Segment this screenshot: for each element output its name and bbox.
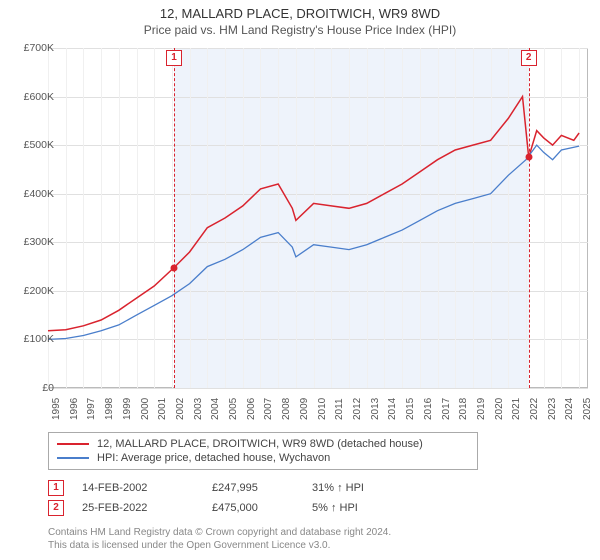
series-price_paid: [48, 97, 579, 331]
legend-item: 12, MALLARD PLACE, DROITWICH, WR9 8WD (d…: [57, 437, 469, 451]
legend-item: HPI: Average price, detached house, Wych…: [57, 451, 469, 465]
x-axis-label: 2023: [547, 398, 558, 420]
x-axis-label: 2019: [476, 398, 487, 420]
x-axis-label: 2020: [494, 398, 505, 420]
x-axis-label: 2015: [405, 398, 416, 420]
sale-vline: [529, 48, 530, 388]
legend-swatch: [57, 457, 89, 459]
y-axis-label: £300K: [24, 236, 54, 248]
legend: 12, MALLARD PLACE, DROITWICH, WR9 8WD (d…: [48, 432, 478, 470]
sale-row: 2 25-FEB-2022£475,0005% ↑ HPI: [48, 498, 588, 518]
chart-container: 12, MALLARD PLACE, DROITWICH, WR9 8WD Pr…: [0, 0, 600, 560]
sale-price: £475,000: [212, 502, 312, 514]
y-axis-label: £0: [42, 382, 54, 394]
legend-swatch: [57, 443, 89, 445]
x-axis-label: 2004: [210, 398, 221, 420]
x-axis-label: 2007: [263, 398, 274, 420]
x-axis-label: 1998: [104, 398, 115, 420]
footer-line2: This data is licensed under the Open Gov…: [48, 539, 391, 552]
sale-row: 1 14-FEB-2002£247,99531% ↑ HPI: [48, 478, 588, 498]
y-axis-label: £700K: [24, 42, 54, 54]
x-axis-label: 2017: [441, 398, 452, 420]
sale-hpi: 5% ↑ HPI: [312, 502, 412, 514]
x-axis-label: 2008: [281, 398, 292, 420]
sale-vline: [174, 48, 175, 388]
sale-date: 14-FEB-2002: [82, 482, 212, 494]
x-axis-label: 1996: [69, 398, 80, 420]
x-axis-label: 2013: [370, 398, 381, 420]
x-axis-label: 2001: [157, 398, 168, 420]
sale-price: £247,995: [212, 482, 312, 494]
sales-table: 1 14-FEB-2002£247,99531% ↑ HPI 2 25-FEB-202…: [48, 478, 588, 518]
sale-row-marker: 1: [48, 480, 64, 496]
y-axis-label: £200K: [24, 285, 54, 297]
x-axis-label: 2011: [334, 398, 345, 420]
sale-date: 25-FEB-2022: [82, 502, 212, 514]
x-axis-label: 1999: [122, 398, 133, 420]
footer-attribution: Contains HM Land Registry data © Crown c…: [48, 526, 391, 552]
sale-dot: [171, 264, 178, 271]
sale-marker-box: 1: [166, 50, 182, 66]
y-axis-label: £500K: [24, 139, 54, 151]
y-axis-label: £600K: [24, 91, 54, 103]
x-axis-label: 2021: [511, 398, 522, 420]
x-axis-label: 2025: [582, 398, 593, 420]
page-subtitle: Price paid vs. HM Land Registry's House …: [0, 21, 600, 37]
x-axis-label: 2002: [175, 398, 186, 420]
x-axis-label: 1997: [86, 398, 97, 420]
page-title: 12, MALLARD PLACE, DROITWICH, WR9 8WD: [0, 0, 600, 21]
x-axis-label: 2006: [246, 398, 257, 420]
plot-area: 12: [48, 48, 588, 388]
sale-marker-box: 2: [521, 50, 537, 66]
x-axis-label: 2016: [423, 398, 434, 420]
x-axis-label: 2005: [228, 398, 239, 420]
x-axis-label: 2014: [387, 398, 398, 420]
x-axis-label: 2022: [529, 398, 540, 420]
y-gridline: [48, 388, 588, 389]
x-axis-label: 2003: [193, 398, 204, 420]
sale-dot: [525, 154, 532, 161]
sale-row-marker: 2: [48, 500, 64, 516]
x-axis-label: 1995: [51, 398, 62, 420]
legend-label: 12, MALLARD PLACE, DROITWICH, WR9 8WD (d…: [97, 438, 423, 450]
chart-lines: [48, 48, 588, 388]
y-axis-label: £400K: [24, 188, 54, 200]
series-hpi: [48, 145, 579, 339]
footer-line1: Contains HM Land Registry data © Crown c…: [48, 526, 391, 539]
x-axis-label: 2009: [299, 398, 310, 420]
x-axis-label: 2000: [140, 398, 151, 420]
x-axis-label: 2018: [458, 398, 469, 420]
x-axis-label: 2024: [564, 398, 575, 420]
x-axis-label: 2010: [317, 398, 328, 420]
x-axis-label: 2012: [352, 398, 363, 420]
legend-label: HPI: Average price, detached house, Wych…: [97, 452, 330, 464]
y-axis-label: £100K: [24, 333, 54, 345]
sale-hpi: 31% ↑ HPI: [312, 482, 412, 494]
